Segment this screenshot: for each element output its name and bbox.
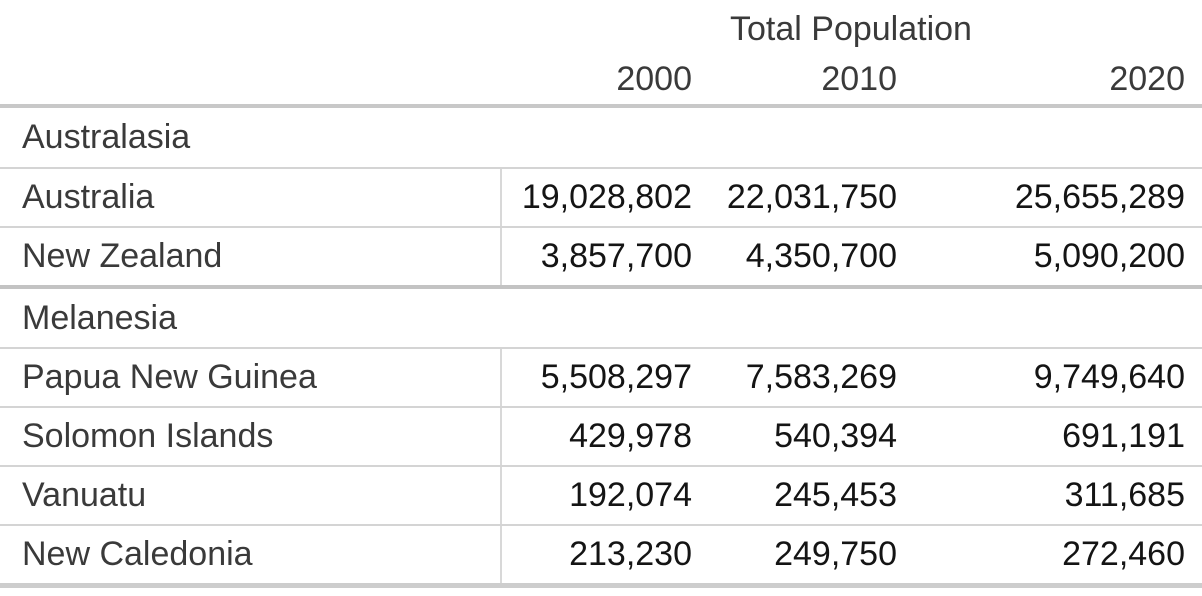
country-label: Papua New Guinea <box>22 358 317 396</box>
country-label: New Caledonia <box>22 535 253 573</box>
table-header: Total Population 2000 2010 2020 <box>0 0 1202 108</box>
table-row-new-zealand: New Zealand 3,857,700 4,350,700 5,090,20… <box>0 226 1202 285</box>
value-2020: 5,090,200 <box>1033 237 1185 275</box>
table-row-solomon-islands: Solomon Islands 429,978 540,394 691,191 <box>0 406 1202 465</box>
section-label: Australasia <box>22 118 191 156</box>
table-title: Total Population <box>730 10 972 48</box>
table-row-papua-new-guinea: Papua New Guinea 5,508,297 7,583,269 9,7… <box>0 347 1202 406</box>
value-2000: 192,074 <box>500 467 710 524</box>
value-2010: 245,453 <box>774 476 897 514</box>
column-header-2000: 2000 <box>616 60 692 98</box>
value-2000: 3,857,700 <box>500 228 710 285</box>
column-header-2010: 2010 <box>821 60 897 98</box>
country-label: Australia <box>22 178 155 216</box>
value-2010: 4,350,700 <box>745 237 897 275</box>
value-2020: 25,655,289 <box>1014 178 1185 216</box>
value-2000: 5,508,297 <box>500 349 710 406</box>
value-2000: 429,978 <box>500 408 710 465</box>
value-2020: 9,749,640 <box>1033 358 1185 396</box>
country-label: Vanuatu <box>22 476 147 514</box>
value-2000: 213,230 <box>500 526 710 583</box>
section-row-australasia: Australasia <box>0 108 1202 167</box>
table-row-vanuatu: Vanuatu 192,074 245,453 311,685 <box>0 465 1202 524</box>
value-2010: 22,031,750 <box>726 178 897 216</box>
year-header-row: 2000 2010 2020 <box>0 50 1202 104</box>
table-row-new-caledonia: New Caledonia 213,230 249,750 272,460 <box>0 524 1202 583</box>
table-title-row: Total Population <box>0 0 1202 50</box>
value-2020: 691,191 <box>1062 417 1185 455</box>
value-2020: 272,460 <box>1062 535 1185 573</box>
section-row-melanesia: Melanesia <box>0 285 1202 347</box>
country-label: New Zealand <box>22 237 223 275</box>
column-header-2020: 2020 <box>1109 60 1185 98</box>
section-label: Melanesia <box>22 298 177 337</box>
value-2010: 540,394 <box>774 417 897 455</box>
value-2010: 249,750 <box>774 535 897 573</box>
value-2000: 19,028,802 <box>500 169 710 226</box>
value-2020: 311,685 <box>1064 476 1185 514</box>
country-label: Solomon Islands <box>22 417 274 455</box>
value-2010: 7,583,269 <box>745 358 897 396</box>
table-row-australia: Australia 19,028,802 22,031,750 25,655,2… <box>0 167 1202 226</box>
